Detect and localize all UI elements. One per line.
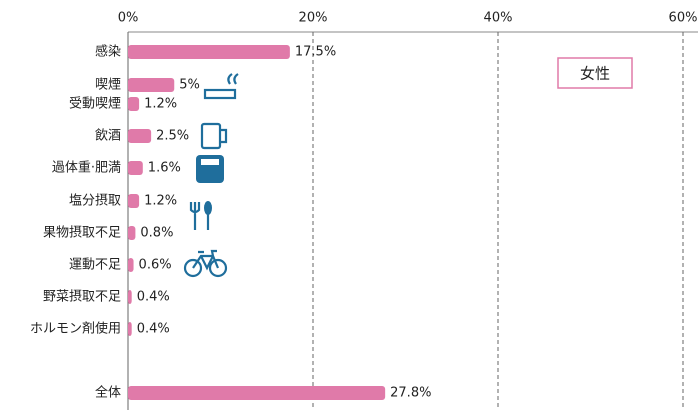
bar [128, 226, 136, 240]
value-label: 5% [179, 78, 200, 93]
bar [128, 78, 175, 92]
value-label: 1.2% [144, 194, 177, 209]
y-tick-label: ホルモン剤使用 [30, 321, 121, 337]
beer-icon [200, 122, 228, 150]
value-label: 0.8% [140, 226, 173, 241]
value-label: 0.4% [137, 322, 170, 337]
bar [128, 97, 140, 111]
bar [128, 45, 290, 59]
y-tick-label: 喫煙 [95, 78, 121, 93]
bar [128, 322, 132, 336]
value-label: 27.8% [390, 386, 431, 401]
y-tick-label: 飲酒 [95, 128, 121, 144]
bar [128, 290, 132, 304]
y-tick-label: 果物摂取不足 [43, 225, 121, 241]
bar [128, 386, 386, 400]
scale-icon [196, 155, 224, 183]
annotation-box [557, 57, 633, 89]
y-tick-label: 野菜摂取不足 [43, 289, 121, 305]
bar [128, 194, 140, 208]
y-tick-label: 塩分摂取 [69, 193, 121, 209]
value-label: 2.5% [156, 129, 189, 144]
value-label: 17.5% [295, 45, 336, 60]
y-tick-label: 全体 [95, 385, 121, 401]
bar [128, 258, 134, 272]
y-tick-label: 運動不足 [69, 258, 121, 273]
value-label: 1.2% [144, 97, 177, 112]
x-tick-label: 60% [669, 11, 698, 26]
x-tick-label: 0% [118, 11, 139, 26]
annotation: 女性 [580, 65, 610, 83]
value-label: 0.6% [139, 258, 172, 273]
x-tick-label: 20% [299, 11, 328, 26]
cutlery-icon [189, 201, 212, 230]
value-label: 0.4% [137, 290, 170, 305]
cigarette-icon [203, 73, 239, 100]
y-tick-label: 受動喫煙 [69, 97, 121, 112]
value-label: 1.6% [148, 161, 181, 176]
bar [128, 161, 143, 175]
bicycle-icon [183, 249, 228, 278]
y-tick-label: 過体重·肥満 [52, 160, 121, 176]
bar [128, 129, 152, 143]
x-tick-label: 40% [484, 11, 513, 26]
y-tick-label: 感染 [95, 44, 121, 60]
